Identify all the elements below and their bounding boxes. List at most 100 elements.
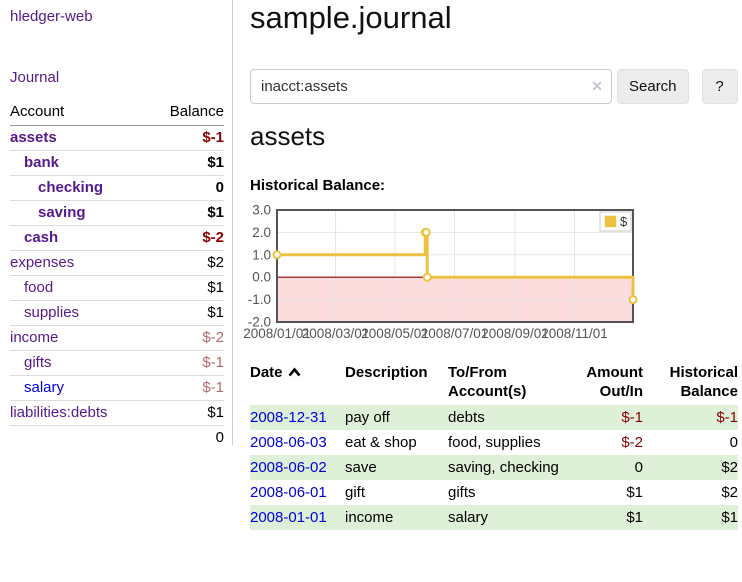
clear-search-icon[interactable]: ✕	[591, 78, 603, 94]
y-axis-tick-label: 0.0	[252, 270, 271, 285]
transaction-description: eat & shop	[345, 434, 417, 451]
x-axis-tick-label: 2008/01/01	[243, 326, 311, 341]
account-row: expenses $2	[10, 250, 224, 276]
x-axis-tick-label: 2008/07/01	[421, 326, 489, 341]
x-axis-tick-label: 2008/05/01	[361, 326, 429, 341]
data-point-marker	[628, 295, 638, 305]
transaction-accounts: food, supplies	[448, 434, 541, 451]
sidebar-account-link[interactable]: salary	[24, 379, 65, 396]
sidebar-account-link[interactable]: liabilities:debts	[10, 404, 108, 421]
register-header-description: Description	[345, 364, 428, 381]
y-axis-tick-label: 1.0	[252, 247, 271, 262]
transaction-row: 2008-01-01 income salary $1 $1	[250, 505, 738, 530]
transaction-row: 2008-06-03 eat & shop food, supplies $-2 0	[250, 430, 738, 455]
transaction-description: save	[345, 459, 377, 476]
account-balance: $1	[147, 150, 224, 176]
account-row: assets $-1	[10, 125, 224, 151]
app-title-link[interactable]: hledger-web	[10, 8, 93, 25]
sidebar-account-link[interactable]: checking	[38, 179, 104, 196]
account-balance: $2	[147, 250, 224, 276]
search-button[interactable]: Search	[617, 69, 689, 104]
transaction-balance: $2	[721, 484, 738, 501]
transaction-date-link[interactable]: 2008-12-31	[250, 409, 327, 426]
sidebar-account-link[interactable]: assets	[10, 129, 57, 146]
sidebar-account-link[interactable]: expenses	[10, 254, 75, 271]
account-balance: $1	[147, 200, 224, 226]
x-axis-tick-label: 2008/03/01	[302, 326, 370, 341]
account-balance: $1	[147, 275, 224, 301]
sidebar-account-link[interactable]: income	[10, 329, 59, 346]
historical-balance-chart: $3.0 2.0 1.0 0.0 -1.0 -2.0 2008/01/01 2008/03/0…	[240, 203, 742, 351]
account-balance: $1	[147, 300, 224, 326]
transaction-description: income	[345, 509, 394, 526]
sidebar-account-link[interactable]: supplies	[24, 304, 80, 321]
account-heading: assets	[250, 121, 326, 151]
account-balance: $-1	[147, 375, 224, 401]
account-row: food $1	[10, 275, 224, 301]
y-axis-tick-label: 2.0	[252, 225, 271, 240]
sidebar-account-link[interactable]: gifts	[24, 354, 52, 371]
accounts-header-balance: Balance	[147, 100, 224, 126]
sidebar-account-link[interactable]: saving	[38, 204, 86, 221]
data-point-marker	[422, 272, 432, 282]
sidebar-account-link[interactable]: bank	[24, 154, 60, 171]
account-balance: 0	[147, 175, 224, 201]
sidebar: hledger-web Journal Account Balance asse…	[0, 0, 233, 450]
account-row: supplies $1	[10, 300, 224, 326]
y-axis-tick-label: -2.0	[248, 315, 271, 330]
transaction-amount: $1	[626, 484, 643, 501]
transaction-balance: $2	[721, 459, 738, 476]
accounts-total-value: 0	[147, 425, 224, 450]
register-table: Date Description To/From Account(s) Amou…	[250, 359, 738, 530]
register-header-accounts: To/From Account(s)	[448, 364, 527, 400]
account-row: saving $1	[10, 200, 224, 226]
accounts-total-row: 0	[10, 425, 224, 450]
search-input[interactable]	[250, 69, 612, 104]
account-balance: $-1	[147, 350, 224, 376]
page-title: sample.journal	[250, 0, 452, 35]
transaction-row: 2008-12-31 pay off debts $-1 $-1	[250, 405, 738, 430]
sidebar-account-link[interactable]: cash	[24, 229, 59, 246]
x-axis-tick-label: 2008/09/01	[481, 326, 549, 341]
data-point-marker	[421, 227, 431, 237]
account-balance: $-2	[147, 325, 224, 351]
transaction-amount: 0	[634, 459, 643, 476]
account-balance: $-2	[147, 225, 224, 251]
chart-title: Historical Balance:	[250, 177, 386, 194]
account-row: income $-2	[10, 325, 224, 351]
transaction-balance: $1	[721, 509, 738, 526]
transaction-description: pay off	[345, 409, 390, 426]
account-row: liabilities:debts $1	[10, 400, 224, 426]
sidebar-account-link[interactable]: food	[24, 279, 54, 296]
transaction-description: gift	[345, 484, 366, 501]
transaction-amount: $-2	[621, 434, 643, 451]
chart-svg: $3.0 2.0 1.0 0.0 -1.0 -2.02008/01/012008/03/0…	[243, 203, 638, 341]
account-row: cash $-2	[10, 225, 224, 251]
register-header-date[interactable]: Date	[250, 359, 345, 405]
account-row: bank $1	[10, 150, 224, 176]
transaction-accounts: salary	[448, 509, 489, 526]
data-point-marker	[272, 250, 282, 260]
transaction-accounts: gifts	[448, 484, 476, 501]
legend-label: $	[620, 214, 628, 229]
register-header-balance: Historical Balance	[669, 364, 738, 400]
transaction-date-link[interactable]: 2008-06-02	[250, 459, 327, 476]
transaction-row: 2008-06-01 gift gifts $1 $2	[250, 480, 738, 505]
transaction-amount: $-1	[621, 409, 643, 426]
transaction-amount: $1	[626, 509, 643, 526]
transaction-accounts: debts	[448, 409, 485, 426]
sort-ascending-icon	[288, 367, 301, 377]
transaction-date-link[interactable]: 2008-01-01	[250, 509, 327, 526]
transaction-balance: 0	[729, 434, 738, 451]
x-axis-tick-label: 2008/11/01	[541, 326, 608, 341]
account-row: salary $-1	[10, 375, 224, 401]
y-axis-tick-label: 3.0	[252, 203, 271, 218]
transaction-date-link[interactable]: 2008-06-01	[250, 484, 327, 501]
help-button[interactable]: ?	[701, 69, 738, 104]
search-form: ✕ Search ?	[250, 69, 738, 104]
accounts-header-account: Account	[10, 100, 148, 126]
account-row: gifts $-1	[10, 350, 224, 376]
transaction-balance: $-1	[716, 409, 738, 426]
sidebar-item-journal[interactable]: Journal	[10, 69, 60, 86]
transaction-date-link[interactable]: 2008-06-03	[250, 434, 327, 451]
